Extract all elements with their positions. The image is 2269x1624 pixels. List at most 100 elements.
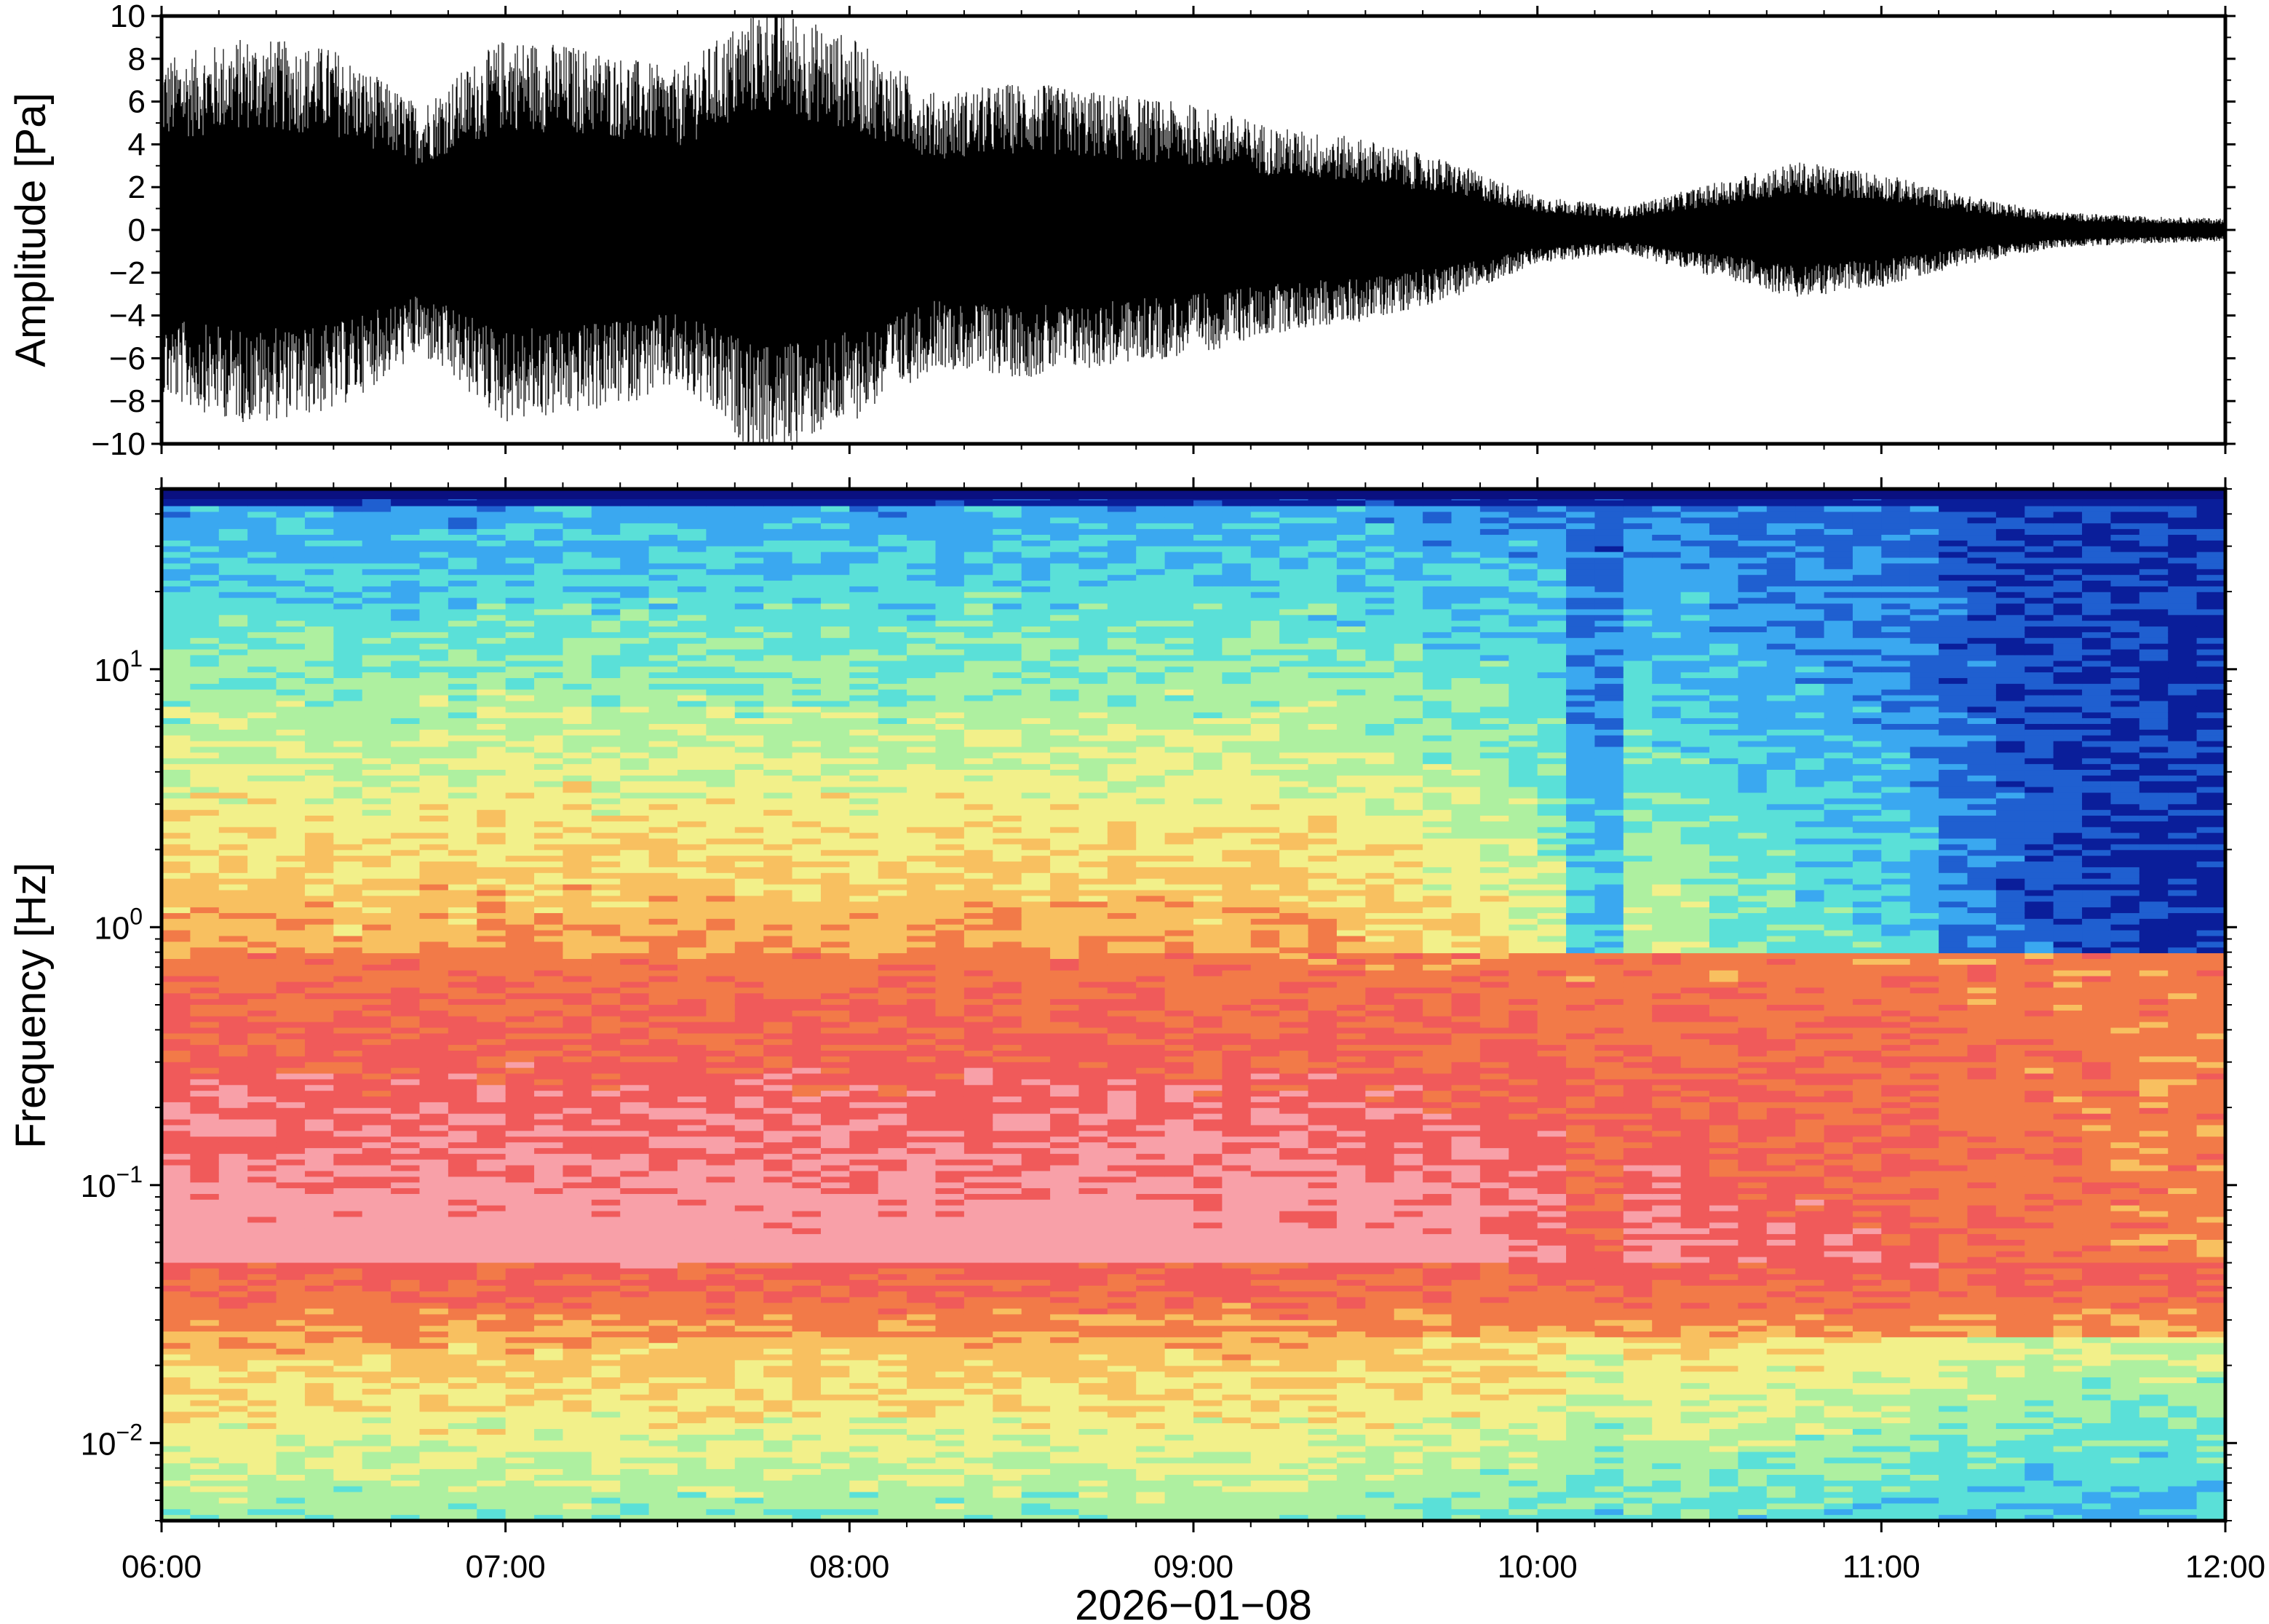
spectrogram-cell [477,1153,506,1161]
spectrogram-cell [333,810,363,816]
spectrogram-cell [362,512,392,518]
spectrogram-cell [391,821,421,828]
spectrogram-cell [190,747,220,753]
spectrogram-cell [391,741,421,748]
spectrogram-cell [333,1199,363,1206]
spectrogram-cell [419,1326,449,1332]
spectrogram-cell [276,677,306,685]
spectrogram-cell [878,632,907,639]
spectrogram-cell [304,1372,334,1378]
spectrogram-cell [706,1211,736,1218]
spectrogram-cell [648,924,678,931]
spectrogram-cell [505,1302,535,1310]
spectrogram-cell [448,1147,477,1155]
spectrogram-cell [591,838,621,845]
spectrogram-cell [734,792,764,799]
spectrogram-cell [677,500,707,507]
spectrogram-cell [477,1039,506,1046]
spectrogram-cell [620,1463,650,1470]
spectrogram-cell [677,850,707,856]
spectrogram-cell [247,1354,277,1361]
spectrogram-cell [419,896,449,902]
spectrogram-cell [563,792,592,799]
spectrogram-cell [362,1406,392,1412]
spectrogram-cell [706,1446,736,1453]
spectrogram-cell [620,1474,650,1481]
spectrogram-cell [820,872,850,880]
spectrogram-cell [849,1027,879,1034]
spectrogram-cell [706,953,736,960]
spectrogram-cell [391,506,421,513]
spectrogram-cell [591,1188,621,1195]
spectrogram-cell [591,832,621,840]
spectrogram-cell [591,729,621,736]
spectrogram-cell [218,1234,248,1241]
spectrogram-cell [591,1326,621,1332]
spectrogram-cell [505,1457,535,1464]
spectrogram-cell [391,804,421,811]
spectrogram-cell [763,1039,793,1046]
spectrogram-cell [849,1291,879,1298]
spectrogram-cell [419,827,449,834]
spectrogram-cell [362,953,392,960]
spectrogram-cell [620,1406,650,1412]
spectrogram-cell [218,1394,248,1401]
spectrogram-cell [849,947,879,954]
spectrogram-cell [907,1326,937,1332]
spectrogram-cell [276,1394,306,1401]
spectrogram-cell [218,540,248,547]
spectrogram-cell [792,1480,822,1487]
spectrogram-cell [276,1234,306,1241]
spectrogram-cell [505,907,535,914]
spectrogram-cell [563,735,592,742]
spectrogram-cell [304,1354,334,1361]
spectrogram-cell [907,827,937,834]
spectrogram-cell [534,1474,564,1481]
spectrogram-cell [333,1509,363,1516]
spectrogram-cell [620,1342,650,1350]
spectrogram-cell [907,1257,937,1264]
spectrogram-cell [190,517,220,524]
spectrogram-cell [391,1125,421,1131]
spectrogram-cell [505,569,535,576]
spectrogram-cell [648,540,678,547]
spectrogram-cell [304,723,334,731]
spectrogram-cell [304,1382,334,1390]
spectrogram-cell [563,861,592,868]
spectrogram-cell [247,752,277,759]
spectrogram-cell [563,1051,592,1057]
spectrogram-cell [304,1469,334,1476]
spectrogram-cell [190,1452,220,1458]
spectrogram-cell [907,540,937,547]
spectrogram-cell [448,517,477,524]
spectrogram-cell [362,1010,392,1017]
spectrogram-cell [505,884,535,891]
spectrogram-cell [190,1342,220,1350]
spectrogram-cell [362,958,392,966]
spectrogram-cell [391,1257,421,1264]
spectrogram-cell [477,535,506,541]
spectrogram-cell [247,1463,277,1470]
spectrogram-cell [162,1314,191,1321]
spectrogram-cell [706,1297,736,1304]
spectrogram-cell [620,901,650,908]
spectrogram-cell [763,1113,793,1121]
spectrogram-cell [534,1056,564,1063]
spectrogram-cell [419,1394,449,1401]
spectrogram-cell [304,1280,334,1286]
spectrogram-cell [620,764,650,771]
spectrogram-cell [333,677,363,685]
spectrogram-cell [620,718,650,725]
spectrogram-cell [218,953,248,960]
spectrogram-cell [162,912,191,920]
spectrogram-cell [792,775,822,782]
spectrogram-cell [333,649,363,656]
spectrogram-cell [477,770,506,776]
spectrogram-cell [391,1239,421,1246]
spectrogram-cell [247,1051,277,1057]
spectrogram-cell [362,987,392,994]
spectrogram-cell [362,661,392,667]
spectrogram-cell [477,1142,506,1149]
spectrogram-cell [218,649,248,656]
spectrogram-cell [333,970,363,977]
